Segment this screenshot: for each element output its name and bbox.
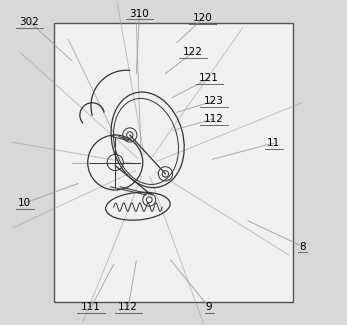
Text: 310: 310 (130, 9, 150, 19)
Text: 122: 122 (183, 47, 203, 58)
Text: 302: 302 (20, 17, 39, 27)
Text: 11: 11 (267, 138, 280, 148)
Text: 112: 112 (118, 303, 138, 312)
Text: 8: 8 (299, 242, 306, 252)
Text: 111: 111 (81, 303, 101, 312)
Text: 123: 123 (204, 96, 224, 106)
Bar (54, 23, 293, 302)
Text: 121: 121 (199, 73, 219, 83)
Text: 120: 120 (193, 14, 212, 23)
Text: 112: 112 (204, 114, 224, 124)
Text: 10: 10 (18, 198, 31, 208)
Text: 9: 9 (206, 303, 212, 312)
